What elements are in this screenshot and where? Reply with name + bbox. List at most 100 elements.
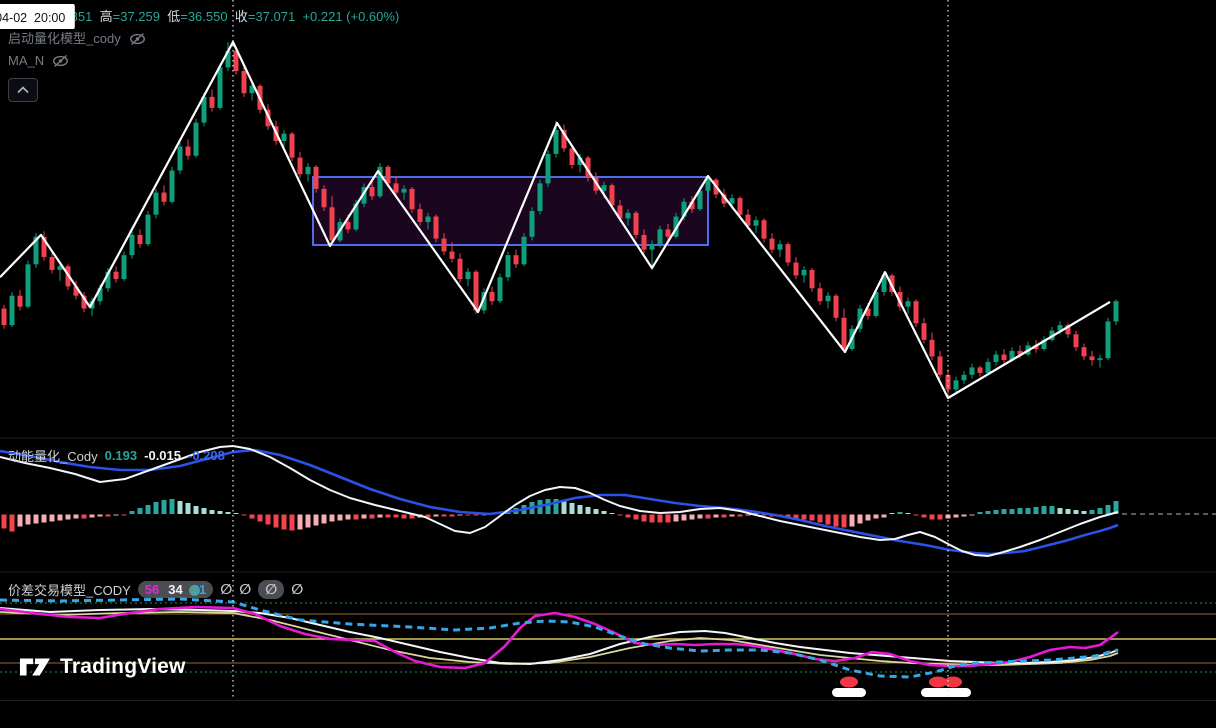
candle (617, 205, 623, 219)
spread-null-2: ∅ (239, 581, 252, 597)
momentum-value-2: -0.015 (144, 448, 182, 463)
candle (209, 96, 215, 108)
collapse-legend-button[interactable] (8, 78, 38, 102)
spread-value-2: 34 (168, 582, 183, 597)
candle (1, 308, 7, 326)
candle (585, 157, 591, 178)
candle (1009, 350, 1015, 361)
candle (393, 183, 399, 193)
candle (1017, 350, 1023, 355)
candle (1105, 321, 1111, 359)
close-label: 收 (234, 9, 248, 24)
candle (545, 153, 551, 184)
candle (289, 133, 295, 158)
candle (529, 210, 535, 237)
candle (41, 236, 47, 257)
candle (801, 269, 807, 276)
candle (577, 157, 583, 165)
candle (105, 271, 111, 289)
candle (329, 207, 335, 241)
candle (985, 361, 991, 373)
candle (697, 190, 703, 210)
candle (497, 277, 503, 302)
candle (745, 214, 751, 226)
candle (33, 236, 39, 265)
candle (17, 295, 23, 307)
candle (625, 212, 631, 219)
candle (9, 295, 15, 326)
candle (305, 166, 311, 175)
candle (433, 216, 439, 239)
spread-values-badge: 56 34 31 (137, 581, 214, 598)
indicator-row-ma-n[interactable]: MA_N (8, 50, 399, 72)
momentum-pane-title: 动能量化_Cody (8, 449, 98, 464)
zigzag-structure-line[interactable] (0, 40, 1111, 400)
spread-value-1: 56 (144, 582, 160, 597)
candle (1097, 358, 1103, 361)
high-label: 高 (99, 9, 113, 24)
spread-magenta-line (0, 605, 1119, 670)
candle (937, 356, 943, 375)
candle (457, 258, 463, 280)
candle (369, 187, 375, 197)
momentum-value-3: -0.208 (188, 448, 225, 463)
candle (281, 133, 287, 142)
candle (817, 288, 823, 302)
candle (25, 264, 31, 307)
candle (161, 192, 167, 202)
candle (857, 308, 863, 329)
tradingview-logo[interactable]: TradingView (18, 651, 186, 683)
candle (873, 291, 879, 316)
candle (401, 188, 407, 193)
candle (241, 71, 247, 94)
candle (385, 166, 391, 184)
candle (681, 201, 687, 217)
candle (345, 222, 351, 230)
indicator-row-launch-model[interactable]: 启动量化模型_cody (8, 28, 399, 50)
high-value: =37.259 (112, 9, 160, 24)
candle (129, 234, 135, 256)
eye-off-icon[interactable] (129, 32, 146, 46)
candle (1065, 325, 1071, 335)
candle (377, 166, 383, 197)
candle (1057, 325, 1063, 331)
candle (1073, 334, 1079, 348)
candle (441, 238, 447, 252)
candle (905, 301, 911, 307)
candle (569, 148, 575, 165)
spread-pane-legend: 价差交易模型_CODY 56 34 31 ∅ ∅ ∅ ∅ (8, 580, 303, 599)
signal-marker[interactable] (832, 676, 866, 698)
candle (417, 209, 423, 223)
candle (689, 201, 695, 210)
candle (649, 244, 655, 250)
candle (913, 301, 919, 324)
candle (665, 229, 671, 237)
candle (1081, 347, 1087, 357)
candle (249, 85, 255, 94)
candle (761, 220, 767, 239)
candle (225, 50, 231, 68)
tradingview-logo-icon (19, 658, 51, 676)
candle (729, 198, 735, 204)
tradingview-logo-text: TradingView (60, 655, 186, 678)
close-value: =37.071 (247, 9, 296, 24)
candle (993, 354, 999, 362)
candle (793, 262, 799, 276)
candle (297, 157, 303, 175)
candle (313, 166, 319, 189)
momentum-slow-line (0, 448, 1119, 556)
eye-off-icon[interactable] (52, 54, 69, 68)
candle (809, 269, 815, 289)
candle (953, 380, 959, 390)
candle (465, 271, 471, 280)
momentum-histogram (1, 499, 1119, 532)
time-axis[interactable] (0, 700, 1216, 728)
candle (561, 129, 567, 149)
candle (1033, 345, 1039, 350)
indicator-name: MA_N (8, 53, 45, 68)
candle (73, 286, 79, 296)
signal-marker[interactable] (921, 676, 971, 698)
candlestick-series[interactable] (1, 42, 1119, 398)
candle (201, 96, 207, 123)
